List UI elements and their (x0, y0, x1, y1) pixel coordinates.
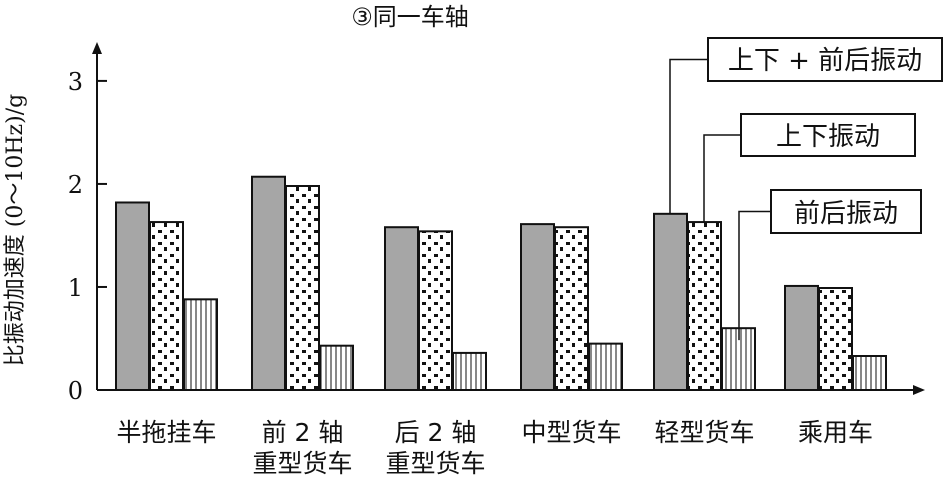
legend-box-fore-aft (770, 189, 922, 234)
legend-label-up-down-plus-fore-aft: 上下 + 前后振动 (728, 46, 922, 76)
bar-up-down-4 (554, 226, 589, 391)
x-tick-label: 中型货车 (521, 418, 621, 447)
bar-up-down-plus-fore-aft-3 (384, 226, 419, 391)
y-tick-label: 3 (68, 68, 83, 96)
x-tick-label: 半拖挂车 (116, 418, 216, 447)
y-axis-label: 比振动加速度 (0～10Hz)/g (3, 94, 28, 366)
bar-up-down-6 (818, 287, 853, 391)
x-tick-label: 前 2 轴重型货车 (252, 418, 352, 478)
bar-fore-aft-6 (852, 355, 887, 391)
bar-up-down-plus-fore-aft-5 (653, 212, 688, 391)
bar-fore-aft-1 (183, 298, 218, 392)
bar-up-down-3 (418, 230, 453, 391)
legend-box-up-down-plus-fore-aft (707, 37, 943, 82)
legend-leader-up-down (703, 134, 741, 223)
bar-up-down-plus-fore-aft-2 (251, 175, 286, 391)
bar-up-down-1 (149, 221, 184, 391)
legend-leader-fore-aft (738, 210, 771, 341)
y-axis-arrow (92, 42, 102, 54)
y-axis-ticks: 0 1 2 3 (68, 68, 107, 405)
x-tick-label: 后 2 轴重型货车 (385, 418, 485, 478)
bar-fore-aft-4 (588, 342, 623, 391)
x-tick-label: 轻型货车 (654, 418, 754, 447)
legend-label-up-down: 上下振动 (776, 122, 880, 152)
bar-up-down-plus-fore-aft-1 (115, 201, 150, 391)
bar-up-down-plus-fore-aft-4 (520, 223, 555, 391)
x-tick-label: 乘用车 (798, 418, 873, 447)
chart-title: ③同一车轴 (351, 3, 469, 31)
bar-up-down-5 (687, 221, 722, 391)
y-tick-label: 2 (68, 171, 83, 199)
y-tick-label: 0 (68, 377, 83, 405)
legend-leader-up-down-plus-fore-aft (669, 58, 708, 214)
legend-box-up-down (740, 113, 916, 157)
legend-label-fore-aft: 前后振动 (794, 199, 898, 229)
bar-fore-aft-2 (319, 344, 354, 391)
x-axis-arrow (913, 385, 925, 395)
y-tick-label: 1 (68, 274, 83, 302)
bar-up-down-plus-fore-aft-6 (784, 284, 819, 391)
bar-fore-aft-3 (452, 351, 487, 391)
bar-up-down-2 (285, 185, 320, 391)
